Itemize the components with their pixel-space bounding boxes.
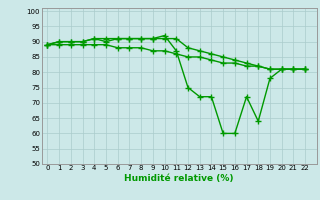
X-axis label: Humidité relative (%): Humidité relative (%) [124, 174, 234, 183]
